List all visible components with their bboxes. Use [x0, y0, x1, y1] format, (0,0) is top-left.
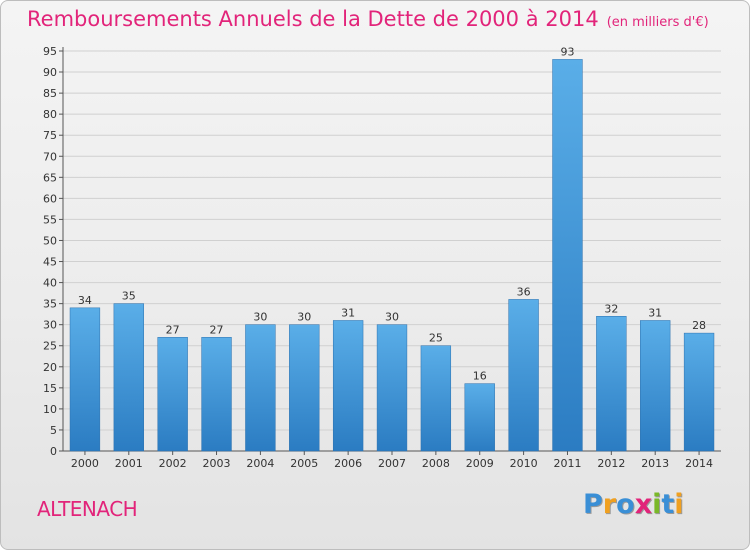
data-label: 35	[122, 290, 136, 303]
x-tick-label: 2005	[290, 457, 318, 470]
bar	[201, 337, 232, 452]
data-label: 30	[297, 311, 311, 324]
chart-title: Remboursements Annuels de la Dette de 20…	[27, 7, 709, 31]
x-tick-label: 2003	[203, 457, 231, 470]
y-tick-label: 90	[43, 66, 57, 79]
x-tick-label: 2002	[159, 457, 187, 470]
logo-letter: x	[634, 489, 653, 520]
bar	[376, 324, 408, 452]
y-tick-label: 40	[43, 277, 57, 290]
data-label: 34	[78, 294, 92, 307]
y-tick-label: 60	[43, 192, 57, 205]
y-tick-label: 0	[50, 445, 57, 458]
bar	[683, 332, 715, 452]
proxiti-logo: Proxiti	[583, 489, 684, 520]
y-tick-label: 15	[43, 382, 57, 395]
y-tick-label: 95	[43, 45, 57, 58]
data-label: 30	[253, 311, 267, 324]
y-tick-label: 50	[43, 234, 57, 247]
bar	[596, 316, 627, 452]
data-label: 27	[210, 323, 224, 336]
logo-letter: P	[583, 489, 603, 520]
title-text: Remboursements Annuels de la Dette de 20…	[27, 7, 599, 31]
data-label: 32	[604, 302, 618, 315]
data-label: 31	[648, 306, 662, 319]
data-label: 30	[385, 311, 399, 324]
x-tick-label: 2010	[510, 457, 538, 470]
bar	[157, 337, 188, 452]
bar	[332, 320, 364, 452]
y-tick-label: 55	[43, 213, 57, 226]
data-label: 16	[473, 370, 487, 383]
x-tick-label: 2011	[553, 457, 581, 470]
y-tick-label: 85	[43, 87, 57, 100]
y-tick-label: 10	[43, 403, 57, 416]
x-tick-label: 2014	[685, 457, 713, 470]
y-tick-label: 80	[43, 108, 57, 121]
y-tick-label: 65	[43, 171, 57, 184]
data-label: 28	[692, 319, 706, 332]
bar	[245, 324, 276, 452]
bar	[69, 307, 101, 452]
x-tick-label: 2013	[641, 457, 669, 470]
y-tick-label: 35	[43, 298, 57, 311]
x-tick-label: 2004	[246, 457, 274, 470]
y-tick-label: 70	[43, 150, 57, 163]
x-tick-label: 2008	[422, 457, 450, 470]
y-tick-label: 20	[43, 361, 57, 374]
y-tick-label: 45	[43, 256, 57, 269]
data-label: 36	[517, 285, 531, 298]
bars	[69, 59, 715, 452]
y-tick-label: 25	[43, 340, 57, 353]
x-tick-label: 2000	[71, 457, 99, 470]
bar	[113, 303, 144, 452]
data-label: 27	[166, 323, 180, 336]
bar	[508, 299, 539, 452]
data-label: 25	[429, 332, 443, 345]
logo-letter: t	[661, 489, 675, 520]
y-tick-label: 5	[50, 424, 57, 437]
bar	[289, 324, 320, 452]
bar	[464, 383, 495, 452]
x-tick-label: 2006	[334, 457, 362, 470]
y-tick-label: 75	[43, 129, 57, 142]
bar	[420, 345, 452, 452]
x-tick-label: 2001	[115, 457, 143, 470]
logo-letter: o	[616, 489, 635, 520]
bar	[640, 320, 671, 452]
x-tick-label: 2007	[378, 457, 406, 470]
labels: 0 5 10 15 20 25 30 35 40 45 50 55 60 65 70 75 80 85 90 95 20…	[43, 45, 713, 470]
x-tick-label: 2009	[466, 457, 494, 470]
data-label: 31	[341, 306, 355, 319]
bar	[552, 59, 583, 452]
logo-letter: r	[602, 489, 617, 520]
logo-letter: i	[652, 489, 662, 520]
title-unit: (en milliers d'€)	[606, 15, 709, 30]
y-tick-label: 30	[43, 319, 57, 332]
logo-letter: i	[674, 489, 684, 520]
data-label: 93	[560, 45, 574, 58]
commune-name: ALTENACH	[37, 497, 138, 521]
x-tick-label: 2012	[597, 457, 625, 470]
